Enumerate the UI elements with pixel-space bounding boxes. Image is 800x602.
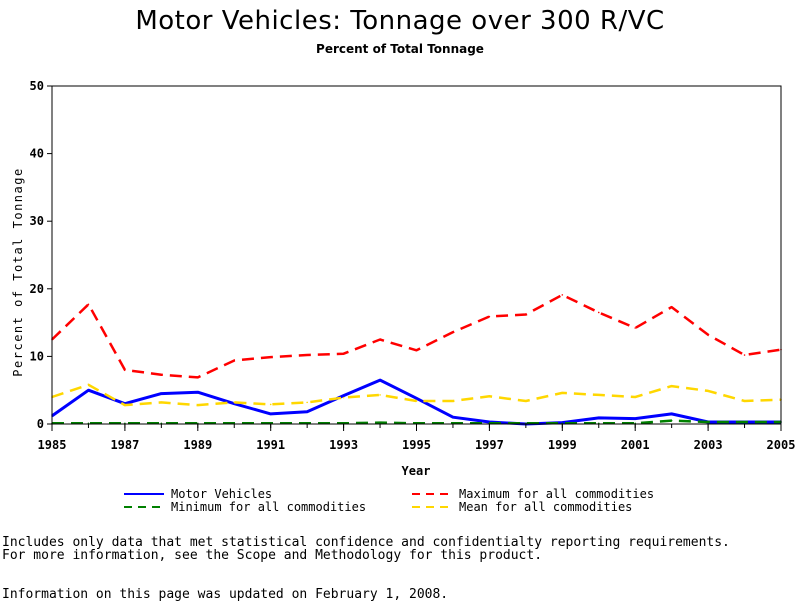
data-point [269,413,272,415]
line-chart: 0 10 20 30 40 50 1985 1987 1989 1991 1993 1995 1997 1… [11,79,796,514]
data-point [670,385,673,387]
data-point [233,359,236,362]
data-point [342,394,345,397]
data-point [452,331,454,333]
y-tick-label: 30 [30,214,44,228]
x-tick-label: 1987 [110,438,139,452]
chart-subtitle: Percent of Total Tonnage [316,42,484,56]
x-tick-label: 1997 [475,438,504,452]
plot-area-frame [51,85,782,425]
legend-label: Mean for all commodities [459,500,632,514]
data-point [342,396,345,399]
data-point [160,401,163,404]
y-axis-label: Percent of Total Tonnage [11,167,25,376]
x-tick-label: 1991 [256,438,285,452]
legend: Motor Vehicles Maximum for all commoditie… [124,487,654,514]
data-point [597,311,600,314]
data-point [87,389,90,392]
x-tick-label: 1999 [548,438,577,452]
data-point [197,391,199,394]
footnote-confidence: Includes only data that met statistical … [2,535,730,550]
y-tick-label: 20 [30,282,44,296]
data-point [87,303,90,306]
data-point [160,373,163,376]
data-point [379,394,381,396]
x-tick-label: 2001 [621,438,650,452]
data-point [743,421,746,423]
data-point [707,421,709,423]
x-tick-label: 1993 [329,438,358,452]
data-point [160,392,163,395]
data-point [379,379,381,381]
data-point [743,354,746,356]
data-point [342,352,345,355]
x-axis-label: Year [402,464,431,478]
data-point [379,338,381,341]
data-point [379,421,381,424]
data-point [124,369,126,371]
legend-label: Motor Vehicles [171,487,272,501]
y-tick-label: 50 [30,79,44,93]
data-point [670,306,673,308]
data-point [561,294,564,296]
data-point [452,416,454,419]
data-point [415,349,418,352]
axes-layer: 0 10 20 30 40 50 1985 1987 1989 1991 1993 1995 1997 1… [30,79,796,452]
data-point [488,315,491,318]
data-point [452,400,454,402]
chart-title: Motor Vehicles: Tonnage over 300 R/VC [135,6,665,36]
data-point [87,383,90,386]
series-line-4 [51,383,782,407]
data-point [306,411,308,413]
data-point [124,404,126,406]
update-notice: Information on this page was updated on … [2,587,449,602]
legend-label: Minimum for all commodities [171,500,366,514]
data-point [597,417,600,419]
data-point [707,390,709,392]
x-tick-label: 1985 [38,438,67,452]
x-tick-label: 2003 [694,438,723,452]
data-point [269,356,272,358]
data-point [415,397,418,400]
legend-label: Maximum for all commodities [459,487,654,501]
data-point [525,313,527,316]
data-point [743,400,746,402]
data-point [233,401,236,404]
data-point [634,396,636,398]
data-point [197,376,199,379]
data-point [561,392,564,394]
data-point [488,395,491,398]
y-tick-label: 10 [30,349,44,363]
data-point [670,413,673,415]
x-tick-label: 1989 [183,438,212,452]
data-point [634,417,636,420]
y-tick-label: 0 [37,417,44,431]
data-point [707,333,709,336]
data-point [525,400,527,402]
data-point [306,354,308,356]
data-point [670,419,673,422]
data-point [597,394,600,396]
data-point [269,403,272,406]
x-tick-label: 1995 [402,438,431,452]
data-point [306,401,308,404]
data-point [634,327,636,329]
x-tick-label: 2005 [767,438,796,452]
data-point [197,404,199,406]
data-point [415,400,418,402]
footnote-methodology: For more information, see the Scope and … [2,548,543,563]
y-tick-label: 40 [30,147,44,161]
series-layer [51,293,782,426]
